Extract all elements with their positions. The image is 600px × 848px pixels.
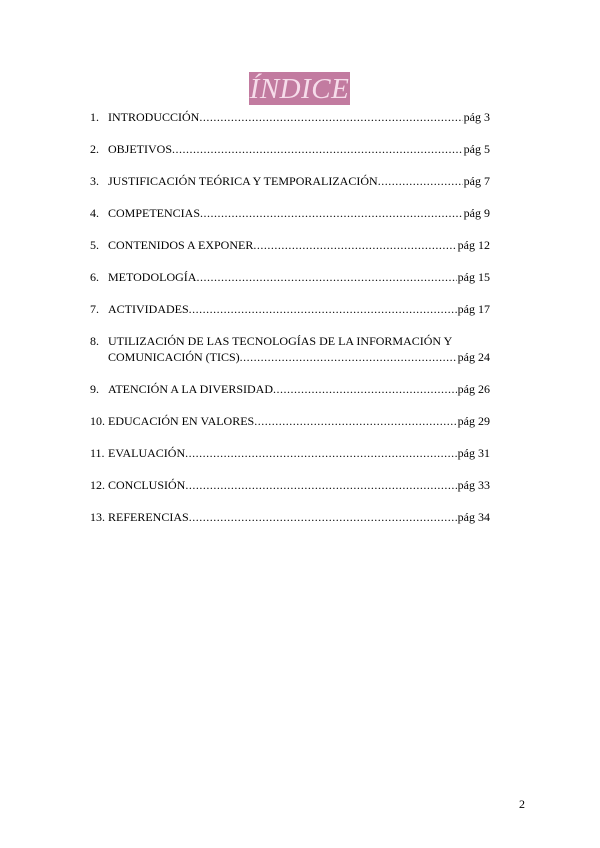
entry-label: COMUNICACIÓN (TICS) (108, 350, 240, 364)
entry-number: 1. (90, 110, 99, 124)
entry-number: 6. (90, 270, 99, 284)
entry-number: 11. (90, 446, 105, 460)
dot-leader (273, 381, 457, 397)
toc-entry[interactable]: 5. CONTENIDOS A EXPONER pág 12 (90, 237, 490, 253)
toc-entry[interactable]: 11.EVALUACIÓN pág 31 (90, 445, 490, 461)
entry-label: COMPETENCIAS (108, 206, 201, 220)
dot-leader (185, 445, 457, 461)
toc-entry[interactable]: 12.CONCLUSIÓN pág 33 (90, 477, 490, 493)
toc-entry[interactable]: 10.EDUCACIÓN EN VALORES pág 29 (90, 413, 490, 429)
toc-entry[interactable]: 9. ATENCIÓN A LA DIVERSIDAD pág 26 (90, 381, 490, 397)
toc-entry[interactable]: 1. INTRODUCCIÓN pág 3 (90, 109, 490, 125)
entry-page: pág 17 (457, 302, 490, 316)
toc-entry[interactable]: 7. ACTIVIDADES pág 17 (90, 301, 490, 317)
entry-label: METODOLOGÍA (108, 270, 197, 284)
entry-number: 10. (90, 414, 105, 428)
toc-entry[interactable]: 6. METODOLOGÍA pág 15 (90, 269, 490, 285)
page-number: 2 (519, 797, 525, 811)
toc-entry[interactable]: 2. OBJETIVOS pág 5 (90, 141, 490, 157)
toc-entry[interactable]: 4. COMPETENCIAS pág 9 (90, 205, 490, 221)
entry-page: pág 33 (457, 478, 490, 492)
entry-label: REFERENCIAS (108, 510, 189, 524)
toc-entry[interactable]: 13.REFERENCIAS pág 34 (90, 509, 490, 525)
dot-leader (378, 173, 463, 189)
entry-page: pág 34 (457, 510, 490, 524)
entry-label: JUSTIFICACIÓN TEÓRICA Y TEMPORALIZACIÓN (108, 174, 378, 188)
dot-leader (200, 205, 463, 221)
dot-leader (254, 413, 456, 429)
toc-entry[interactable]: 3. JUSTIFICACIÓN TEÓRICA Y TEMPORALIZACIÓ… (90, 173, 490, 189)
entry-page: pág 5 (463, 142, 490, 156)
entry-number: 4. (90, 206, 99, 220)
dot-leader (253, 237, 456, 253)
entry-label-line1: UTILIZACIÓN DE LAS TECNOLOGÍAS DE LA INF… (108, 334, 453, 348)
entry-number: 8. (90, 334, 99, 348)
dot-leader (189, 509, 457, 525)
dot-leader (172, 141, 463, 157)
entry-label: ATENCIÓN A LA DIVERSIDAD (108, 382, 273, 396)
entry-label: OBJETIVOS (108, 142, 173, 156)
index-title: ÍNDICE (249, 72, 350, 105)
dot-leader (196, 269, 456, 285)
toc-entry[interactable]: 8. UTILIZACIÓN DE LAS TECNOLOGÍAS DE LA I… (90, 333, 490, 365)
entry-number: 9. (90, 382, 99, 396)
entry-label: INTRODUCCIÓN (108, 110, 200, 124)
entry-number: 7. (90, 302, 99, 316)
entry-label: EDUCACIÓN EN VALORES (108, 414, 255, 428)
entry-page: pág 24 (457, 350, 490, 364)
entry-number: 13. (90, 510, 105, 524)
entry-page: pág 3 (463, 110, 490, 124)
entry-label: EVALUACIÓN (108, 446, 186, 460)
entry-label: ACTIVIDADES (108, 302, 189, 316)
entry-page: pág 29 (457, 414, 490, 428)
entry-page: pág 15 (457, 270, 490, 284)
entry-page: pág 31 (457, 446, 490, 460)
entry-page: pág 26 (457, 382, 490, 396)
dot-leader (199, 109, 462, 125)
entry-label: CONCLUSIÓN (108, 478, 186, 492)
entry-number: 3. (90, 174, 99, 188)
entry-number: 12. (90, 478, 105, 492)
entry-label: CONTENIDOS A EXPONER (108, 238, 254, 252)
dot-leader (240, 349, 457, 365)
entry-number: 5. (90, 238, 99, 252)
entry-page: pág 9 (463, 206, 490, 220)
entry-page: pág 12 (457, 238, 490, 252)
dot-leader (189, 301, 457, 317)
entry-number: 2. (90, 142, 99, 156)
dot-leader (185, 477, 456, 493)
entry-page: pág 7 (463, 174, 490, 188)
